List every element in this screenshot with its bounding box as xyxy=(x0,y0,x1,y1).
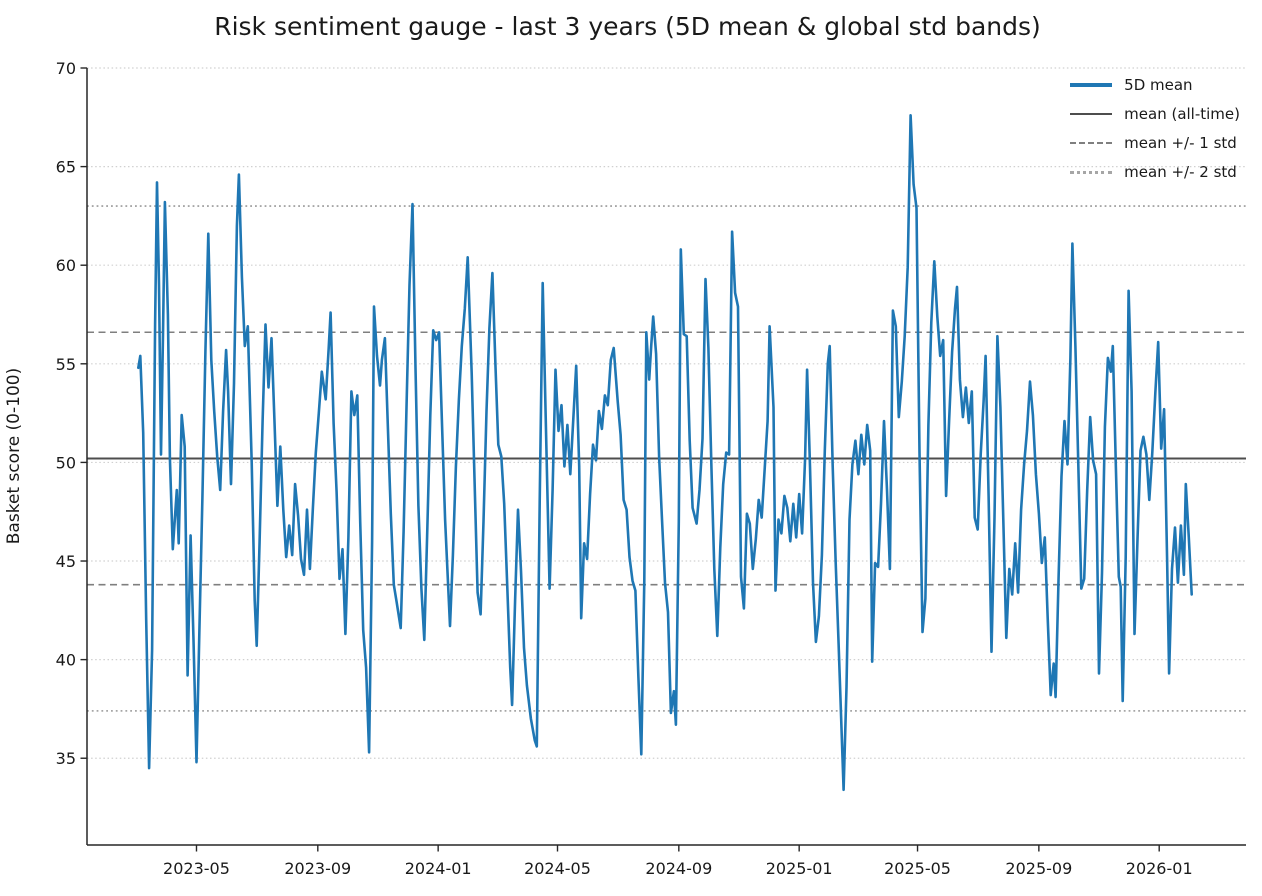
y-tick-label: 65 xyxy=(56,158,76,177)
chart-title: Risk sentiment gauge - last 3 years (5D … xyxy=(214,12,1041,41)
y-tick-label: 50 xyxy=(56,453,76,472)
legend-label: mean +/- 1 std xyxy=(1124,134,1237,152)
y-tick-label: 35 xyxy=(56,749,76,768)
legend-line-sample-solid xyxy=(1070,113,1113,115)
legend-item: mean +/- 1 std xyxy=(1070,132,1240,154)
y-tick-label: 40 xyxy=(56,651,76,670)
series-5d-mean xyxy=(137,114,1193,792)
legend-item: mean +/- 2 std xyxy=(1070,161,1240,183)
y-tick-label: 45 xyxy=(56,552,76,571)
x-tick-label: 2025-09 xyxy=(1005,859,1072,878)
x-tick-label: 2023-09 xyxy=(284,859,351,878)
legend-line-sample-dashed xyxy=(1070,142,1113,144)
y-tick-label: 55 xyxy=(56,355,76,374)
x-tick-label: 2023-05 xyxy=(163,859,230,878)
legend-line-sample-solid-thick xyxy=(1070,83,1113,87)
x-tick-label: 2025-01 xyxy=(766,859,833,878)
legend: 5D mean mean (all-time) mean +/- 1 std mean… xyxy=(1070,74,1240,183)
x-tick-label: 2024-09 xyxy=(645,859,712,878)
legend-label: mean +/- 2 std xyxy=(1124,163,1237,181)
x-tick-label: 2024-05 xyxy=(524,859,591,878)
x-tick-label: 2024-01 xyxy=(405,859,472,878)
legend-label: mean (all-time) xyxy=(1124,105,1240,123)
legend-item: mean (all-time) xyxy=(1070,103,1240,125)
legend-line-sample-dotted xyxy=(1070,170,1113,174)
x-tick-label: 2026-01 xyxy=(1126,859,1193,878)
x-tick-label: 2025-05 xyxy=(884,859,951,878)
y-tick-label: 60 xyxy=(56,256,76,275)
legend-label: 5D mean xyxy=(1124,76,1193,94)
y-tick-label: 70 xyxy=(56,59,76,78)
legend-item: 5D mean xyxy=(1070,74,1240,96)
